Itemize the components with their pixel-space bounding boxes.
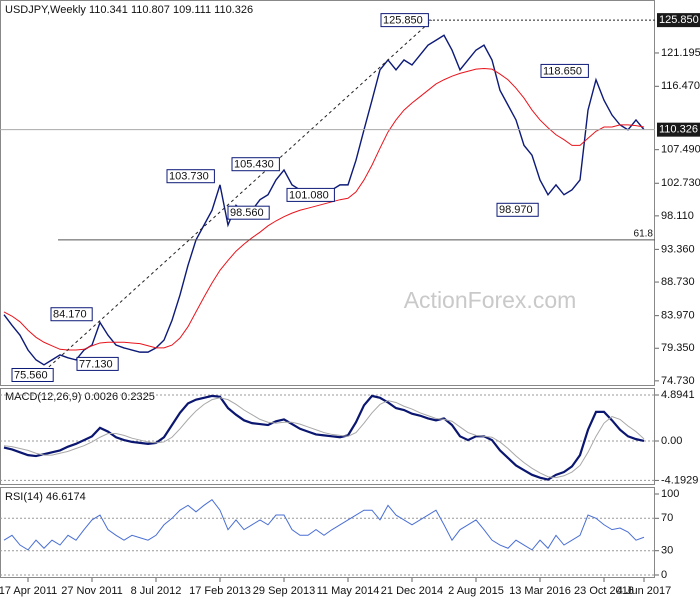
annotation-box	[380, 13, 429, 28]
x-tick-label: 2 Aug 2015	[448, 585, 504, 597]
annotation-label: 98.560	[230, 207, 264, 219]
trend-line	[39, 19, 433, 376]
y-tick-label: 0.00	[661, 435, 682, 447]
y-tick-label: 79.350	[661, 342, 695, 354]
annotation-label: 118.650	[543, 65, 582, 77]
y-tick-label: 70	[661, 512, 673, 524]
y-tick-label: 102.730	[661, 177, 700, 189]
y-tick-label: 116.470	[661, 80, 700, 92]
annotation-box	[166, 169, 215, 184]
y-tick-label: 88.730	[661, 276, 695, 288]
high-box	[657, 13, 700, 28]
y-tick-label: -4.1929	[661, 474, 698, 486]
indicator-line	[3, 67, 645, 351]
x-tick-label: 17 Apr 2011	[0, 585, 57, 597]
annotation-box	[11, 367, 54, 382]
annotation-box	[227, 205, 270, 220]
y-tick-label: 98.110	[661, 210, 694, 222]
y-tick-label: 107.490	[661, 144, 700, 156]
fib-label: 61.8	[634, 229, 654, 240]
macd-panel	[0, 388, 655, 485]
x-tick-label: 23 Oct 2016	[574, 585, 634, 597]
annotation-label: 101.080	[289, 189, 329, 201]
annotation-label: 75.560	[14, 369, 48, 381]
annotation-label: 98.970	[499, 204, 533, 216]
annotation-label: 103.730	[169, 171, 209, 183]
y-tick-label: 0	[661, 569, 667, 581]
y-tick-label: 121.195	[661, 47, 700, 59]
annotation-box	[50, 307, 93, 322]
x-tick-label: 4 Jun 2017	[617, 585, 671, 597]
annotation-label: 84.170	[53, 309, 87, 321]
y-tick-label: 4.8941	[661, 389, 695, 401]
y-tick-label: 30	[661, 545, 673, 557]
price-panel	[0, 0, 655, 386]
x-tick-label: 13 Mar 2016	[509, 585, 571, 597]
last-box	[657, 122, 700, 137]
x-tick-label: 11 May 2014	[317, 585, 380, 597]
high-label: 125.850	[659, 14, 699, 26]
indicator-line	[3, 498, 645, 551]
x-tick-label: 21 Dec 2014	[381, 585, 443, 597]
watermark: ActionForex.com	[404, 287, 577, 313]
annotation-box	[496, 202, 539, 217]
x-tick-label: 17 Feb 2013	[189, 585, 251, 597]
y-tick-label: 93.360	[661, 243, 695, 255]
macd-title: MACD(12,26,9) 0.0026 0.2325	[5, 391, 155, 403]
x-tick-label: 27 Nov 2011	[61, 585, 123, 597]
annotation-box	[540, 63, 589, 78]
annotation-box	[231, 157, 280, 172]
annotation-box	[76, 356, 119, 371]
x-tick-label: 29 Sep 2013	[253, 585, 315, 597]
annotation-label: 105.430	[234, 159, 274, 171]
x-tick-label: 8 Jul 2012	[131, 585, 182, 597]
annotation-label: 125.850	[383, 15, 423, 27]
indicator-line	[3, 397, 645, 479]
annotation-label: 77.130	[79, 358, 113, 370]
rsi-title: RSI(14) 46.6174	[5, 491, 86, 503]
y-tick-label: 83.970	[661, 310, 695, 322]
y-tick-label: 74.730	[661, 375, 695, 387]
rsi-panel	[0, 487, 655, 578]
price-title: USDJPY,Weekly 110.341 110.807 109.111 11…	[5, 4, 253, 16]
y-tick-label: 100	[661, 488, 679, 500]
last-label: 110.326	[659, 124, 698, 136]
annotation-box	[286, 187, 335, 202]
